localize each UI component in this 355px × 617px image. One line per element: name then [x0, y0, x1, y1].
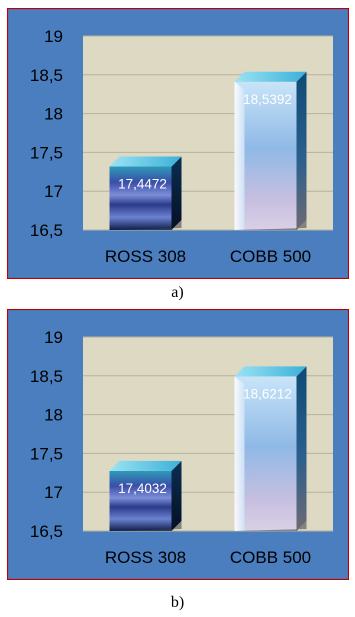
- bar-cobb-500: [234, 376, 297, 531]
- bar-side-face: [296, 366, 307, 531]
- bar-side-face: [171, 156, 182, 230]
- chart-panel-b: 19 18,5 18 17,5 17 16,5 17,4032 ROSS 308 18,6212…: [7, 309, 349, 580]
- y-tick-label: 17,5: [30, 143, 63, 162]
- y-tick-label: 19: [44, 328, 63, 347]
- bar-side-face: [171, 460, 182, 531]
- y-tick-label: 16,5: [30, 522, 63, 541]
- caption-b: b): [170, 594, 185, 611]
- bar-ross-308: [109, 470, 172, 531]
- y-tick-label: 17: [44, 182, 63, 201]
- data-label: 18,5392: [243, 92, 292, 107]
- y-tick-label: 18,5: [30, 66, 63, 85]
- bar-chart-a: 19 18,5 18 17,5 17 16,5 17,4472 ROSS 308 18,5392…: [7, 8, 349, 279]
- bar-side-face: [296, 71, 307, 230]
- bar-top-face: [109, 460, 182, 471]
- bar-top-face: [234, 366, 307, 377]
- y-tick-label: 17,5: [30, 444, 63, 463]
- x-category-label: ROSS 308: [105, 247, 186, 266]
- caption-a: a): [171, 284, 184, 301]
- data-label: 17,4472: [118, 176, 167, 191]
- bar-left-face: [234, 81, 245, 230]
- y-tick-label: 18,5: [30, 367, 63, 386]
- y-tick-label: 19: [44, 27, 63, 46]
- bar-top-face: [234, 71, 307, 82]
- y-tick-label: 16,5: [30, 221, 63, 240]
- bar-top-face: [109, 156, 182, 167]
- x-category-label: ROSS 308: [105, 548, 186, 567]
- bar-ross-308: [109, 166, 172, 230]
- chart-panel-a: 19 18,5 18 17,5 17 16,5 17,4472 ROSS 308 18,5392…: [7, 8, 349, 279]
- y-tick-label: 18: [44, 105, 63, 124]
- data-label: 17,4032: [118, 481, 167, 496]
- y-tick-label: 18: [44, 406, 63, 425]
- y-tick-label: 17: [44, 483, 63, 502]
- x-category-label: COBB 500: [230, 247, 311, 266]
- bar-cobb-500: [234, 81, 297, 230]
- bar-left-face: [234, 376, 245, 531]
- data-label: 18,6212: [243, 386, 292, 401]
- bar-chart-b: 19 18,5 18 17,5 17 16,5 17,4032 ROSS 308 18,6212…: [7, 309, 349, 580]
- x-category-label: COBB 500: [230, 548, 311, 567]
